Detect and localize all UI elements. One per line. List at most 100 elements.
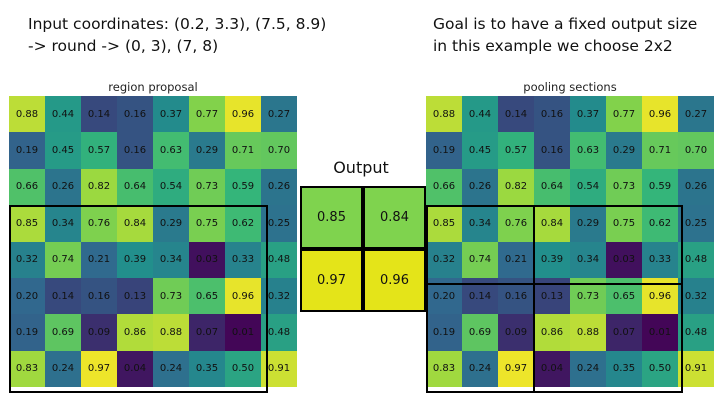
heatmap-cell: 0.71	[642, 132, 678, 169]
heatmap-cell: 0.34	[570, 241, 606, 278]
left-caption-line-1: Input coordinates: (0.2, 3.3), (7.5, 8.9…	[28, 15, 327, 33]
heatmap-cell: 0.75	[606, 205, 642, 242]
heatmap-cell: 0.97	[498, 350, 534, 388]
heatmap-cell: 0.48	[678, 314, 714, 351]
heatmap-cell: 0.44	[462, 96, 498, 133]
heatmap-cell: 0.39	[534, 241, 570, 278]
heatmap-cell: 0.16	[498, 277, 534, 315]
heatmap-cell: 0.88	[153, 314, 189, 351]
heatmap-cell: 0.96	[225, 277, 261, 315]
region-proposal-title: region proposal	[108, 80, 198, 94]
heatmap-cell: 0.34	[153, 241, 189, 278]
heatmap-cell: 0.19	[9, 314, 45, 351]
heatmap-cell: 0.25	[261, 205, 297, 242]
right-caption-line-2: in this example we choose 2x2	[433, 37, 673, 55]
heatmap-cell: 0.48	[678, 241, 714, 278]
heatmap-cell: 0.70	[261, 132, 297, 169]
heatmap-cell: 0.84	[117, 205, 153, 242]
heatmap-cell: 0.33	[225, 241, 261, 278]
heatmap-cell: 0.14	[462, 277, 498, 315]
heatmap-cell: 0.37	[153, 96, 189, 133]
heatmap-cell: 0.03	[189, 241, 225, 278]
heatmap-cell: 0.21	[498, 241, 534, 278]
output-title: Output	[333, 158, 389, 177]
region-proposal-heatmap: 0.88 0.44 0.14 0.16 0.37 0.77 0.96 0.27 0.19 0.45…	[9, 96, 297, 388]
heatmap-cell: 0.35	[189, 350, 225, 388]
heatmap-cell: 0.07	[606, 314, 642, 351]
heatmap-cell: 0.70	[678, 132, 714, 169]
heatmap-cell: 0.27	[261, 96, 297, 133]
heatmap-cell: 0.69	[45, 314, 81, 351]
output-cell: 0.96	[363, 249, 426, 312]
heatmap-cell: 0.96	[642, 277, 678, 315]
heatmap-cell: 0.24	[45, 350, 81, 388]
heatmap-cell: 0.73	[189, 168, 225, 206]
heatmap-cell: 0.29	[570, 205, 606, 242]
heatmap-cell: 0.76	[498, 205, 534, 242]
pooling-sections-title: pooling sections	[523, 80, 617, 94]
heatmap-cell: 0.44	[45, 96, 81, 133]
heatmap-cell: 0.65	[606, 277, 642, 315]
heatmap-cell: 0.59	[642, 168, 678, 206]
left-caption: Input coordinates: (0.2, 3.3), (7.5, 8.9…	[28, 13, 326, 57]
heatmap-cell: 0.19	[9, 132, 45, 169]
heatmap-cell: 0.88	[426, 96, 462, 133]
heatmap-cell: 0.16	[534, 96, 570, 133]
heatmap-cell: 0.85	[426, 205, 462, 242]
heatmap-cell: 0.37	[570, 96, 606, 133]
heatmap-cell: 0.01	[642, 314, 678, 351]
heatmap-cell: 0.59	[225, 168, 261, 206]
heatmap-cell: 0.77	[189, 96, 225, 133]
heatmap-cell: 0.45	[45, 132, 81, 169]
heatmap-cell: 0.35	[606, 350, 642, 388]
heatmap-cell: 0.86	[117, 314, 153, 351]
region-proposal-panel: region proposal 0.88 0.44 0.14 0.16 0.37 0.77…	[9, 80, 297, 394]
heatmap-cell: 0.34	[462, 205, 498, 242]
heatmap-cell: 0.29	[189, 132, 225, 169]
heatmap-cell: 0.64	[117, 168, 153, 206]
heatmap-cell: 0.66	[426, 168, 462, 206]
heatmap-cell: 0.76	[81, 205, 117, 242]
heatmap-cell: 0.97	[81, 350, 117, 388]
heatmap-cell: 0.82	[81, 168, 117, 206]
heatmap-cell: 0.09	[498, 314, 534, 351]
heatmap-cell: 0.57	[81, 132, 117, 169]
heatmap-cell: 0.84	[534, 205, 570, 242]
heatmap-cell: 0.19	[426, 132, 462, 169]
heatmap-cell: 0.24	[153, 350, 189, 388]
heatmap-cell: 0.75	[189, 205, 225, 242]
heatmap-cell: 0.74	[45, 241, 81, 278]
output-cell: 0.85	[300, 186, 363, 249]
heatmap-cell: 0.03	[606, 241, 642, 278]
heatmap-cell: 0.32	[426, 241, 462, 278]
heatmap-cell: 0.91	[261, 350, 297, 388]
heatmap-cell: 0.71	[225, 132, 261, 169]
heatmap-cell: 0.26	[678, 168, 714, 206]
heatmap-cell: 0.14	[81, 96, 117, 133]
heatmap-cell: 0.63	[153, 132, 189, 169]
heatmap-cell: 0.27	[678, 96, 714, 133]
heatmap-cell: 0.54	[570, 168, 606, 206]
heatmap-cell: 0.66	[9, 168, 45, 206]
heatmap-cell: 0.26	[261, 168, 297, 206]
heatmap-cell: 0.21	[81, 241, 117, 278]
heatmap-cell: 0.13	[534, 277, 570, 315]
heatmap-cell: 0.24	[570, 350, 606, 388]
heatmap-cell: 0.96	[642, 96, 678, 133]
heatmap-cell: 0.33	[642, 241, 678, 278]
heatmap-cell: 0.74	[462, 241, 498, 278]
heatmap-cell: 0.24	[462, 350, 498, 388]
heatmap-cell: 0.48	[261, 241, 297, 278]
heatmap-cell: 0.91	[678, 350, 714, 388]
heatmap-cell: 0.14	[45, 277, 81, 315]
right-caption-line-1: Goal is to have a fixed output size	[433, 15, 698, 33]
heatmap-cell: 0.07	[189, 314, 225, 351]
heatmap-cell: 0.16	[117, 132, 153, 169]
heatmap-cell: 0.64	[534, 168, 570, 206]
heatmap-cell: 0.73	[606, 168, 642, 206]
heatmap-cell: 0.88	[570, 314, 606, 351]
heatmap-cell: 0.04	[117, 350, 153, 388]
heatmap-cell: 0.32	[678, 277, 714, 315]
pooling-sections-panel: pooling sections 0.88 0.44 0.14 0.16 0.37 0.7…	[426, 80, 714, 394]
heatmap-cell: 0.26	[462, 168, 498, 206]
